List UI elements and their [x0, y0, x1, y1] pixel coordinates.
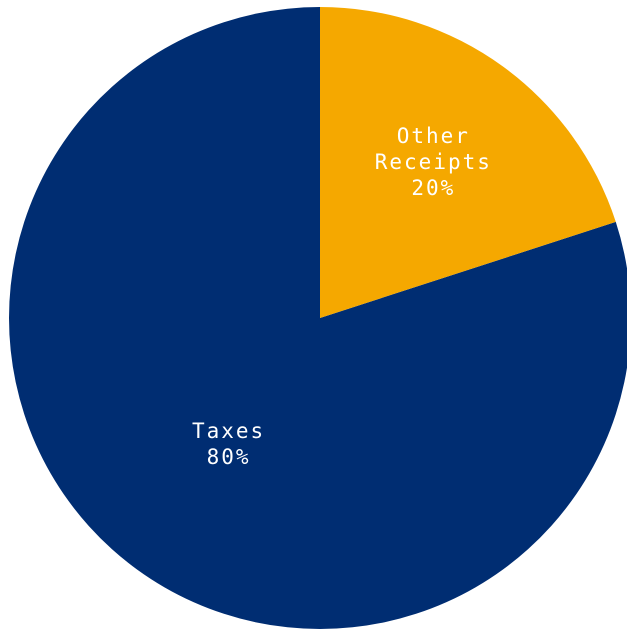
pie-labels: Taxes 80% Other Receipts 20% — [192, 124, 492, 469]
slice-label-line: Taxes — [192, 419, 265, 443]
slice-label-line: Receipts — [375, 150, 492, 174]
slice-label-line: 20% — [411, 176, 455, 200]
slice-label-other-receipts: Other Receipts 20% — [375, 124, 492, 200]
pie-slice-other-receipts — [320, 7, 616, 318]
pie-slice-taxes — [9, 7, 627, 629]
slice-label-line: Other — [397, 124, 470, 148]
slice-label-taxes: Taxes 80% — [192, 419, 265, 469]
slice-label-line: 80% — [207, 445, 251, 469]
pie-slices — [9, 7, 627, 629]
